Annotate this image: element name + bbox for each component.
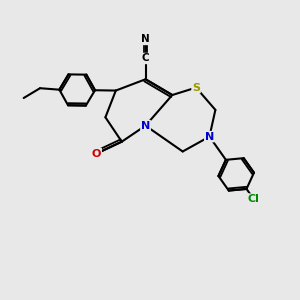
- Text: O: O: [92, 148, 101, 159]
- Text: N: N: [141, 121, 150, 130]
- Text: N: N: [205, 132, 214, 142]
- Text: C: C: [142, 53, 149, 64]
- Text: N: N: [141, 34, 150, 44]
- Text: Cl: Cl: [248, 194, 260, 204]
- Text: S: S: [192, 82, 200, 93]
